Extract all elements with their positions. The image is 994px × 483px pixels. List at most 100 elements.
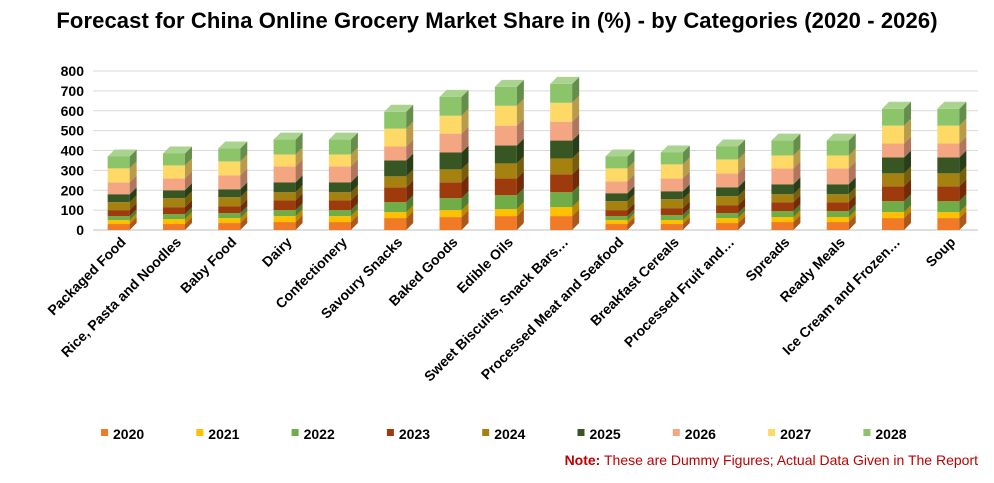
bar-face [716, 173, 739, 188]
bar-stack [605, 149, 635, 230]
bar-face [660, 178, 683, 192]
bar-segment [162, 171, 192, 191]
x-tick-label: Ice Cream and Frozen… [779, 234, 903, 358]
bar-segment [660, 145, 690, 165]
bar-stack [494, 79, 524, 230]
bar-segment [328, 147, 358, 167]
legend-label: 2028 [875, 426, 906, 442]
bar-top [273, 132, 303, 140]
bar-side [461, 191, 469, 211]
y-tick-label: 300 [61, 162, 85, 178]
bar-segment [218, 141, 248, 162]
bar-side [240, 154, 248, 176]
bar-side [682, 201, 690, 216]
bar-side [350, 193, 358, 211]
bar-segment [882, 101, 912, 126]
bar-face [716, 146, 739, 160]
bar-segment [937, 136, 967, 158]
bar-face [494, 216, 517, 230]
bar-segment [218, 206, 248, 219]
bar-face [605, 193, 628, 202]
bar-top [937, 101, 967, 109]
bar-segment [384, 180, 414, 203]
legend-item: 2026 [672, 426, 716, 442]
bar-segment [328, 159, 358, 183]
bar-face [328, 154, 351, 167]
bar-face [494, 195, 517, 210]
bar-face [771, 184, 794, 195]
bar-segment [439, 89, 469, 116]
x-tick-label: Soup [922, 234, 958, 270]
bar-side [682, 171, 690, 192]
bar-face [107, 220, 130, 225]
bar-segment [605, 213, 635, 225]
bar-side [904, 205, 912, 219]
bar-segment [328, 215, 358, 230]
bar-segment [107, 213, 137, 225]
bar-face [937, 201, 960, 213]
bar-side [627, 174, 635, 194]
bar-top [660, 145, 690, 153]
bar-side [295, 132, 303, 155]
bar-side [350, 132, 358, 155]
bar-face [439, 169, 462, 183]
bar-segment [716, 198, 746, 214]
bar-segment [605, 161, 635, 182]
bar-side [461, 175, 469, 199]
bar-side [738, 139, 746, 160]
bar-segment [937, 101, 967, 126]
legend-swatch [291, 429, 299, 436]
bar-side [240, 141, 248, 162]
bar-stack [328, 132, 358, 230]
bar-face [162, 153, 185, 166]
y-tick-label: 0 [76, 222, 84, 238]
bar-face [605, 210, 628, 217]
bar-segment [439, 210, 469, 230]
bar-face [716, 196, 739, 206]
bar-segment [218, 154, 248, 176]
bar-face [771, 211, 794, 218]
bar-face [550, 158, 573, 175]
bar-segment [550, 133, 580, 159]
bar-segment [882, 205, 912, 219]
bar-side [350, 185, 358, 201]
bar-segment [826, 215, 856, 230]
bar-face [660, 220, 683, 225]
bar-top [550, 76, 580, 84]
bar-face [605, 168, 628, 182]
bar-side [848, 204, 856, 218]
bar-face [107, 194, 130, 203]
bar-face [107, 216, 130, 221]
bar-side [793, 215, 801, 230]
bar-side [738, 166, 746, 188]
bar-face [882, 212, 905, 219]
bar-side [129, 217, 137, 230]
bar-face [162, 178, 185, 191]
bar-segment [826, 148, 856, 169]
legend-swatch [196, 429, 204, 436]
bar-segment [218, 168, 248, 190]
bar-segment [494, 202, 524, 217]
bar-face [660, 215, 683, 221]
bar-segment [494, 209, 524, 230]
bar-face [384, 128, 407, 147]
bar-segment [771, 177, 801, 195]
bar-segment [771, 204, 801, 218]
bar-segment [218, 211, 248, 224]
bar-side [129, 149, 137, 169]
bar-face [384, 160, 407, 177]
bar-segment [826, 210, 856, 223]
bar-face [716, 223, 739, 230]
bar-side [516, 156, 524, 179]
bar-side [129, 175, 137, 195]
bar-side [406, 180, 414, 203]
bar-segment [439, 203, 469, 218]
bar-segment [605, 174, 635, 194]
legend-label: 2027 [780, 426, 811, 442]
bar-side [904, 194, 912, 213]
bar-face [716, 187, 739, 197]
bar-side [516, 188, 524, 210]
bar-stack [218, 141, 248, 230]
bar-segment [660, 192, 690, 209]
